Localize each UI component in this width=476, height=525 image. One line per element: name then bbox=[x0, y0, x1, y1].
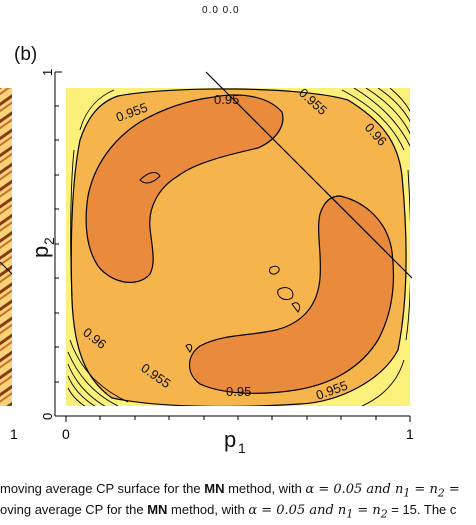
dense-contour-lines-top-right bbox=[341, 88, 410, 151]
figure-caption: moving average CP surface for the MN met… bbox=[0, 481, 476, 522]
x-axis-label: p 1 bbox=[224, 427, 246, 455]
svg-text:1: 1 bbox=[238, 440, 246, 455]
contour-plot: 0.955 0.95 0.955 0.96 0.96 0.955 0.95 0.… bbox=[0, 69, 414, 455]
dense-contour-lines-bottom-left bbox=[67, 339, 129, 406]
inner-region-lower-right bbox=[188, 195, 395, 394]
caption-line-2: oving average CP for the MN method, with… bbox=[0, 501, 457, 521]
y-tick-1: 1 bbox=[40, 69, 55, 76]
y-tick-0: 0 bbox=[40, 413, 55, 420]
left-panel-fragment bbox=[0, 88, 12, 406]
top-figure-tick-labels: 0.0 0.0 bbox=[202, 5, 240, 16]
y-axis-label: p 2 bbox=[28, 237, 57, 258]
svg-text:2: 2 bbox=[41, 237, 57, 245]
x-tick-1: 1 bbox=[406, 426, 414, 442]
panel-label: (b) bbox=[14, 44, 38, 65]
caption-line-1: moving average CP surface for the MN met… bbox=[0, 481, 460, 500]
left-panel-tick-1: 1 bbox=[10, 426, 18, 442]
diagonal-line bbox=[205, 71, 413, 279]
inner-region-upper-left bbox=[85, 94, 284, 283]
x-tick-0: 0 bbox=[62, 426, 70, 442]
outer-contour-lines bbox=[70, 89, 410, 406]
contour-label: 0.95 bbox=[214, 92, 239, 107]
svg-text:p: p bbox=[28, 246, 53, 258]
y-minor-ticks bbox=[55, 105, 59, 383]
svg-text:p: p bbox=[224, 427, 236, 452]
contour-label: 0.95 bbox=[226, 384, 251, 399]
x-minor-ticks bbox=[99, 416, 377, 420]
